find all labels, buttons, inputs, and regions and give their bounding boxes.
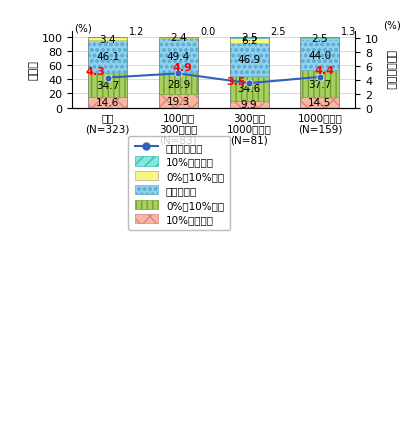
Bar <box>300 39 339 40</box>
Text: (%): (%) <box>74 23 92 33</box>
Text: 34.7: 34.7 <box>96 81 119 91</box>
Y-axis label: 割合回: 割合回 <box>28 60 39 80</box>
Text: 2.5: 2.5 <box>241 33 257 43</box>
Bar <box>88 38 127 108</box>
Bar <box>300 98 339 108</box>
Text: 9.9: 9.9 <box>241 100 257 110</box>
Text: 3.4: 3.4 <box>99 35 116 45</box>
Bar <box>159 95 198 108</box>
Bar <box>88 39 127 41</box>
Bar <box>159 38 198 39</box>
Bar <box>300 40 339 71</box>
Text: 0.0: 0.0 <box>200 27 215 37</box>
Bar <box>88 74 127 98</box>
Bar <box>230 37 269 108</box>
Text: 1.2: 1.2 <box>129 27 145 37</box>
Bar <box>230 37 269 39</box>
Text: 28.9: 28.9 <box>167 79 190 89</box>
Bar <box>159 39 198 74</box>
Text: (%): (%) <box>383 21 401 31</box>
Text: 4.9: 4.9 <box>173 63 193 73</box>
Text: 3.5: 3.5 <box>227 76 246 86</box>
Text: 46.1: 46.1 <box>96 52 119 62</box>
Text: 6.2: 6.2 <box>241 36 257 46</box>
Bar <box>230 101 269 108</box>
Text: 49.4: 49.4 <box>167 52 190 62</box>
Text: 2.5: 2.5 <box>312 34 328 44</box>
Y-axis label: 回答者平均値: 回答者平均値 <box>385 50 396 90</box>
Text: 14.6: 14.6 <box>96 98 119 108</box>
Text: 4.4: 4.4 <box>314 66 334 76</box>
Text: 37.7: 37.7 <box>308 80 331 90</box>
Bar <box>300 71 339 98</box>
Legend: 回答者平均値, 10%以上減少, 0%～10%減少, 変わらない, 0%～10%増加, 10%以上増加: 回答者平均値, 10%以上減少, 0%～10%減少, 変わらない, 0%～10%… <box>129 136 230 231</box>
Text: 46.9: 46.9 <box>238 55 261 65</box>
Bar <box>300 38 339 108</box>
Bar <box>159 74 198 95</box>
Text: 2.4: 2.4 <box>170 33 187 43</box>
Bar <box>230 77 269 101</box>
Text: 2.5: 2.5 <box>271 27 286 37</box>
Bar <box>88 98 127 108</box>
Bar <box>230 44 269 77</box>
Bar <box>300 38 339 39</box>
Text: 4.3: 4.3 <box>85 67 105 77</box>
Text: 44.0: 44.0 <box>308 51 331 61</box>
Bar <box>159 38 198 108</box>
Text: 34.6: 34.6 <box>238 84 261 94</box>
Text: 19.3: 19.3 <box>167 96 190 106</box>
Text: 1.3: 1.3 <box>341 27 357 37</box>
Text: 14.5: 14.5 <box>308 98 331 108</box>
Bar <box>230 39 269 44</box>
Bar <box>88 41 127 74</box>
Bar <box>88 38 127 39</box>
